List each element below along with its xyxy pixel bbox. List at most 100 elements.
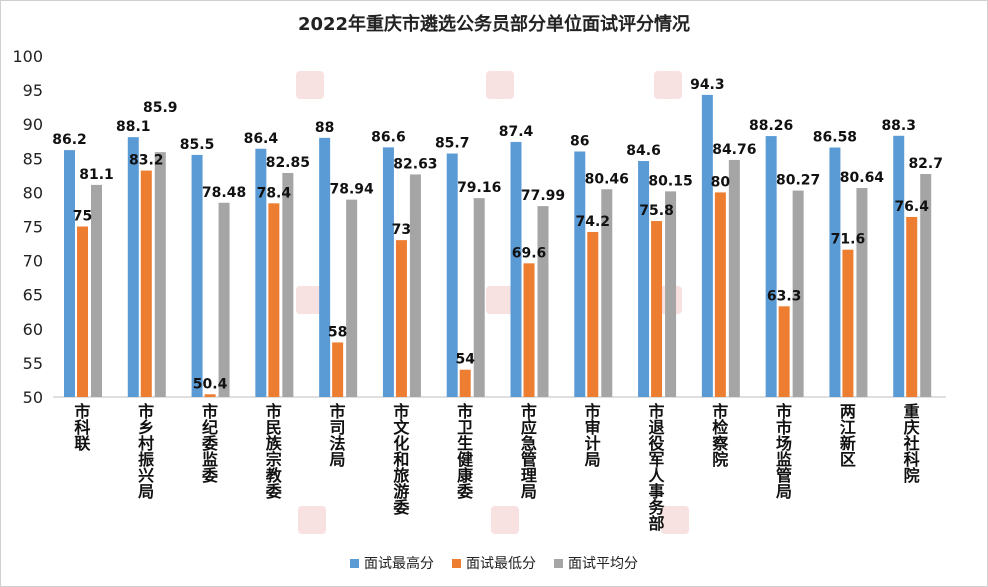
bar-面试最高分 <box>64 150 75 397</box>
data-label: 69.6 <box>512 245 547 261</box>
x-tick-label: 市退役军人事务部 <box>645 402 664 532</box>
x-tick-label: 两江新区 <box>837 403 856 467</box>
bar-面试最低分 <box>395 240 407 397</box>
watermark-logo-icon <box>491 506 519 534</box>
bar-面试最高分 <box>574 151 586 397</box>
bar-面试最高分 <box>255 148 267 397</box>
legend-label: 面试平均分 <box>568 556 638 572</box>
bar-面试最低分 <box>459 369 471 397</box>
watermark-logo-icon <box>661 506 689 534</box>
data-label: 74.2 <box>576 214 611 230</box>
chart-title: 2022年重庆市遴选公务员部分单位面试评分情况 <box>297 14 691 35</box>
legend: 面试最高分 面试最低分 面试平均分 <box>0 553 988 573</box>
bar-面试最低分 <box>778 306 790 397</box>
data-label: 85.9 <box>143 100 178 116</box>
bar-面试平均分 <box>856 188 868 397</box>
watermark-logo-icon <box>486 71 514 99</box>
bar-面试最高分 <box>382 147 394 397</box>
bar-面试平均分 <box>792 190 804 397</box>
x-tick-label: 市纪委监委 <box>199 402 219 484</box>
bar-面试最低分 <box>714 192 726 397</box>
x-tick-label: 市市场监管局 <box>773 402 792 500</box>
data-label: 78.94 <box>329 182 374 198</box>
bar-面试最低分 <box>204 394 216 397</box>
bar-面试平均分 <box>665 191 677 397</box>
data-label: 50.4 <box>193 376 228 392</box>
data-label: 84.6 <box>626 143 661 159</box>
bar-面试最低分 <box>587 231 599 397</box>
data-label: 88.26 <box>749 118 793 134</box>
y-tick-label: 60 <box>23 320 43 339</box>
data-label: 63.3 <box>767 288 802 304</box>
data-label: 73 <box>392 222 411 238</box>
legend-swatch <box>350 558 359 568</box>
legend-label: 面试最高分 <box>364 556 434 572</box>
bar-面试最低分 <box>523 263 535 397</box>
bar-面试平均分 <box>537 206 549 397</box>
data-label: 78.4 <box>257 185 292 201</box>
bar-面试平均分 <box>218 202 230 397</box>
bar-面试最低分 <box>332 342 344 397</box>
data-label: 80.27 <box>776 173 820 189</box>
bar-面试最高分 <box>701 94 713 398</box>
data-label: 82.85 <box>266 155 310 171</box>
data-label: 75 <box>73 209 92 225</box>
data-label: 88 <box>315 120 334 136</box>
data-label: 78.48 <box>202 185 246 201</box>
watermark-logo-icon <box>654 71 682 99</box>
data-label: 87.4 <box>499 124 534 140</box>
y-tick-label: 50 <box>23 388 43 407</box>
data-label: 86.58 <box>813 130 857 146</box>
bar-面试最低分 <box>77 226 88 397</box>
bar-面试最低分 <box>842 249 854 397</box>
data-label: 80.46 <box>585 171 629 187</box>
watermark-logo-icon <box>486 286 514 314</box>
data-label: 75.8 <box>639 203 674 219</box>
bar-面试平均分 <box>728 159 740 397</box>
data-label: 77.99 <box>521 188 565 204</box>
y-tick-label: 100 <box>12 47 43 66</box>
y-tick-label: 70 <box>23 252 43 271</box>
watermark-logo-icon <box>296 286 324 314</box>
y-tick-label: 55 <box>23 354 43 373</box>
bar-面试最低分 <box>140 170 152 397</box>
x-tick-label: 市检察院 <box>709 402 729 468</box>
data-label: 80.15 <box>648 173 692 189</box>
data-label: 81.1 <box>79 167 114 183</box>
bar-面试最高分 <box>829 147 841 397</box>
bar-面试平均分 <box>409 174 421 397</box>
x-tick-label: 市司法局 <box>327 402 346 468</box>
data-label: 80 <box>711 174 731 190</box>
watermark-logo-icon <box>296 71 324 99</box>
bar-面试最高分 <box>510 141 522 397</box>
bar-面试平均分 <box>154 152 166 397</box>
data-label: 79.16 <box>457 180 501 196</box>
data-label: 86.4 <box>244 131 279 147</box>
legend-item: 面试最高分 <box>350 553 434 573</box>
data-label: 86.2 <box>52 132 87 148</box>
y-tick-label: 80 <box>23 183 43 202</box>
data-label: 86 <box>570 133 589 149</box>
data-label: 88.1 <box>116 119 151 135</box>
bar-面试平均分 <box>473 198 485 397</box>
legend-label: 面试最低分 <box>466 556 536 572</box>
bar-面试平均分 <box>920 173 932 397</box>
y-tick-label: 95 <box>23 81 43 100</box>
data-label: 54 <box>455 352 475 368</box>
data-label: 84.76 <box>712 142 756 158</box>
data-label: 85.7 <box>435 136 470 152</box>
data-label: 80.64 <box>840 170 885 186</box>
legend-item: 面试平均分 <box>554 553 638 573</box>
data-label: 94.3 <box>690 77 725 93</box>
bar-面试最高分 <box>319 137 331 397</box>
watermark-logo-icon <box>298 506 326 534</box>
x-tick-label: 市科联 <box>71 402 90 452</box>
bar-面试最低分 <box>651 221 663 397</box>
data-label: 85.5 <box>180 137 215 153</box>
x-tick-label: 市卫生健康委 <box>454 402 474 500</box>
data-label: 86.6 <box>371 129 406 145</box>
data-label: 88.3 <box>881 118 916 134</box>
bar-面试平均分 <box>91 184 102 397</box>
bar-面试平均分 <box>346 199 358 397</box>
